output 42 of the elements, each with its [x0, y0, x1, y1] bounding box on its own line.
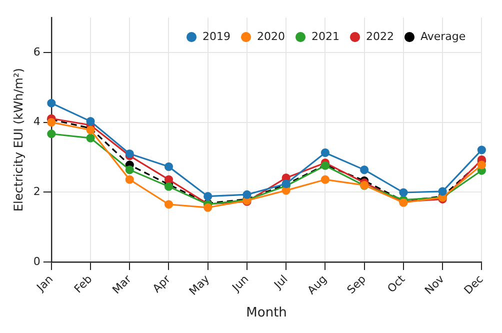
x-tick-label: Oct — [384, 272, 408, 296]
legend-label: 2021 — [312, 30, 340, 43]
point — [164, 175, 174, 184]
y-tick-label: 6 — [33, 45, 40, 58]
x-tick-label: Jun — [229, 272, 252, 295]
x-tick-label: Nov — [422, 272, 448, 297]
x-tick-label: Dec — [462, 272, 486, 297]
legend-label: 2019 — [202, 30, 231, 43]
point — [125, 149, 134, 158]
point — [47, 130, 56, 138]
legend-label: 2022 — [366, 30, 394, 43]
point — [164, 200, 174, 209]
point — [360, 166, 369, 174]
point — [438, 187, 447, 196]
x-tick-label: Sep — [344, 272, 368, 296]
point — [86, 134, 95, 142]
x-tick-label: Feb — [72, 272, 95, 296]
x-tick-label: Apr — [150, 272, 174, 296]
point — [477, 160, 486, 170]
point — [47, 118, 56, 127]
point — [399, 188, 408, 197]
x-tick-label: Jan — [34, 272, 56, 294]
point — [164, 162, 174, 171]
y-axis-title: Electricity EUI (kWh/m²) — [11, 68, 26, 212]
x-axis-title: Month — [246, 306, 287, 321]
point — [125, 175, 134, 184]
y-tick-label: 4 — [33, 115, 40, 128]
point — [86, 116, 95, 126]
point — [204, 203, 212, 212]
point — [320, 175, 330, 184]
legend-label: Average — [420, 30, 466, 43]
x-tick-label: Jul — [270, 272, 290, 292]
point — [204, 192, 212, 201]
x-tick-label: Mar — [110, 272, 134, 296]
point — [242, 190, 252, 199]
point — [320, 148, 330, 158]
point — [477, 146, 486, 154]
y-tick-label: 2 — [33, 185, 40, 198]
point — [47, 98, 56, 108]
legend-label: 2020 — [257, 30, 286, 43]
y-tick-label: 0 — [33, 254, 40, 268]
point — [125, 166, 134, 174]
